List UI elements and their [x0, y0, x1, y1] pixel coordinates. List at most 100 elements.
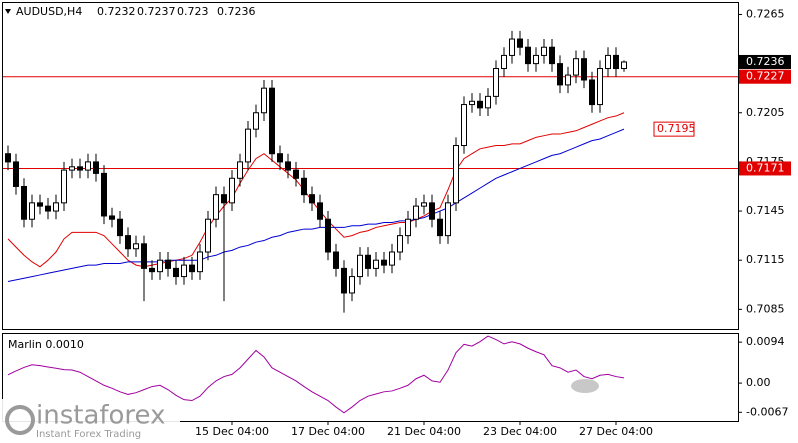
candle-body — [605, 54, 611, 70]
candle-body — [501, 54, 507, 70]
moving-average — [7, 112, 625, 268]
level-label: 0.7171 — [746, 161, 785, 174]
candle-body — [461, 104, 467, 147]
y-tick-label: 0.7115 — [746, 253, 785, 266]
level-label-box — [739, 69, 791, 84]
current-price-box — [739, 54, 791, 69]
candle-body — [389, 251, 395, 266]
candle-body — [333, 251, 339, 269]
candle-body — [517, 38, 523, 48]
y-tick-label: 0.00 — [746, 376, 771, 389]
candle-body — [149, 267, 155, 273]
candle-body — [77, 166, 83, 171]
ohlc-open: 0.7232 — [97, 5, 136, 18]
candle-body — [565, 74, 571, 86]
x-tick-label: 15 Dec 04:00 — [195, 425, 269, 438]
candle-body — [549, 46, 555, 65]
menu-arrow — [5, 9, 11, 14]
candle-body — [285, 161, 291, 171]
candle-body — [253, 112, 259, 130]
candle-body — [101, 172, 107, 217]
candle-body — [277, 153, 283, 163]
candle-body — [493, 68, 499, 97]
candle-body — [245, 128, 251, 163]
level-label: 0.7227 — [746, 70, 785, 83]
candle-body — [157, 259, 163, 273]
candle-body — [405, 218, 411, 237]
y-tick-label: 0.7265 — [746, 7, 785, 20]
y-tick-label: -0.0067 — [746, 405, 788, 418]
candle-body — [373, 259, 379, 269]
price-pane — [2, 2, 739, 330]
ohlc-high: 0.7237 — [137, 5, 176, 18]
candle-body — [533, 54, 539, 65]
candle-body — [165, 259, 171, 269]
candle-body — [445, 202, 451, 237]
candle-body — [421, 202, 427, 207]
plot-layer: 0.72650.72050.71750.71450.71150.70850.72… — [3, 7, 791, 418]
candle-body — [581, 58, 587, 81]
candle-body — [69, 166, 75, 171]
candle-body — [37, 202, 43, 207]
candle-body — [261, 87, 267, 114]
candle-body — [29, 202, 35, 220]
candle-body — [509, 38, 515, 56]
candle-body — [381, 259, 387, 266]
candle-body — [357, 254, 363, 278]
candle-body — [181, 264, 187, 278]
y-tick-label: 0.7145 — [746, 204, 785, 217]
indicator-title: Marlin 0.0010 — [8, 338, 84, 351]
annotation-label: 0.7195 — [657, 122, 696, 135]
candle-body — [557, 63, 563, 86]
candle-body — [525, 46, 531, 65]
x-tick-label: 17 Dec 04:00 — [291, 425, 365, 438]
candle-body — [541, 46, 547, 56]
candle-body — [621, 61, 627, 70]
x-tick-label: 21 Dec 04:00 — [387, 425, 461, 438]
candle-body — [173, 267, 179, 278]
candle-body — [597, 68, 603, 106]
blob — [571, 379, 599, 393]
indicator-pane — [2, 333, 739, 422]
current-price: 0.7236 — [746, 55, 785, 68]
candle-body — [133, 243, 139, 250]
candle-body — [117, 218, 123, 237]
candle-body — [589, 79, 595, 106]
symbol-title: AUDUSD,H4 — [16, 5, 82, 18]
watermark-logo — [5, 405, 35, 435]
moving-average — [7, 128, 625, 282]
candle-body — [413, 205, 419, 220]
candle-body — [109, 215, 115, 220]
y-tick-label: 0.7085 — [746, 302, 785, 315]
candle-body — [213, 194, 219, 220]
x-tick-label: 27 Dec 04:00 — [579, 425, 653, 438]
candle-body — [189, 264, 195, 273]
y-tick-label: 0.7205 — [746, 106, 785, 119]
candle-body — [469, 100, 475, 106]
candle-body — [205, 218, 211, 253]
candle-body — [341, 267, 347, 294]
candle-body — [93, 161, 99, 174]
candle-body — [437, 218, 443, 237]
candle-body — [53, 202, 59, 212]
candle-body — [13, 161, 19, 187]
candle-body — [61, 169, 67, 204]
candle-body — [221, 194, 227, 204]
candle-body — [237, 161, 243, 179]
ohlc-low: 0.723 — [177, 5, 209, 18]
watermark-box — [0, 399, 180, 443]
candle-body — [309, 194, 315, 204]
ohlc-close: 0.7236 — [217, 5, 256, 18]
candle-body — [397, 235, 403, 253]
indicator-line — [7, 335, 625, 414]
candle-body — [85, 161, 91, 171]
candle-body — [613, 54, 619, 70]
candle-body — [453, 145, 459, 204]
candle-body — [477, 100, 483, 109]
candle-body — [197, 251, 203, 273]
candle-body — [125, 235, 131, 250]
watermark-brand: instaforex — [36, 401, 165, 431]
candle-body — [349, 276, 355, 294]
watermark-tagline: Instant Forex Trading — [36, 429, 141, 440]
